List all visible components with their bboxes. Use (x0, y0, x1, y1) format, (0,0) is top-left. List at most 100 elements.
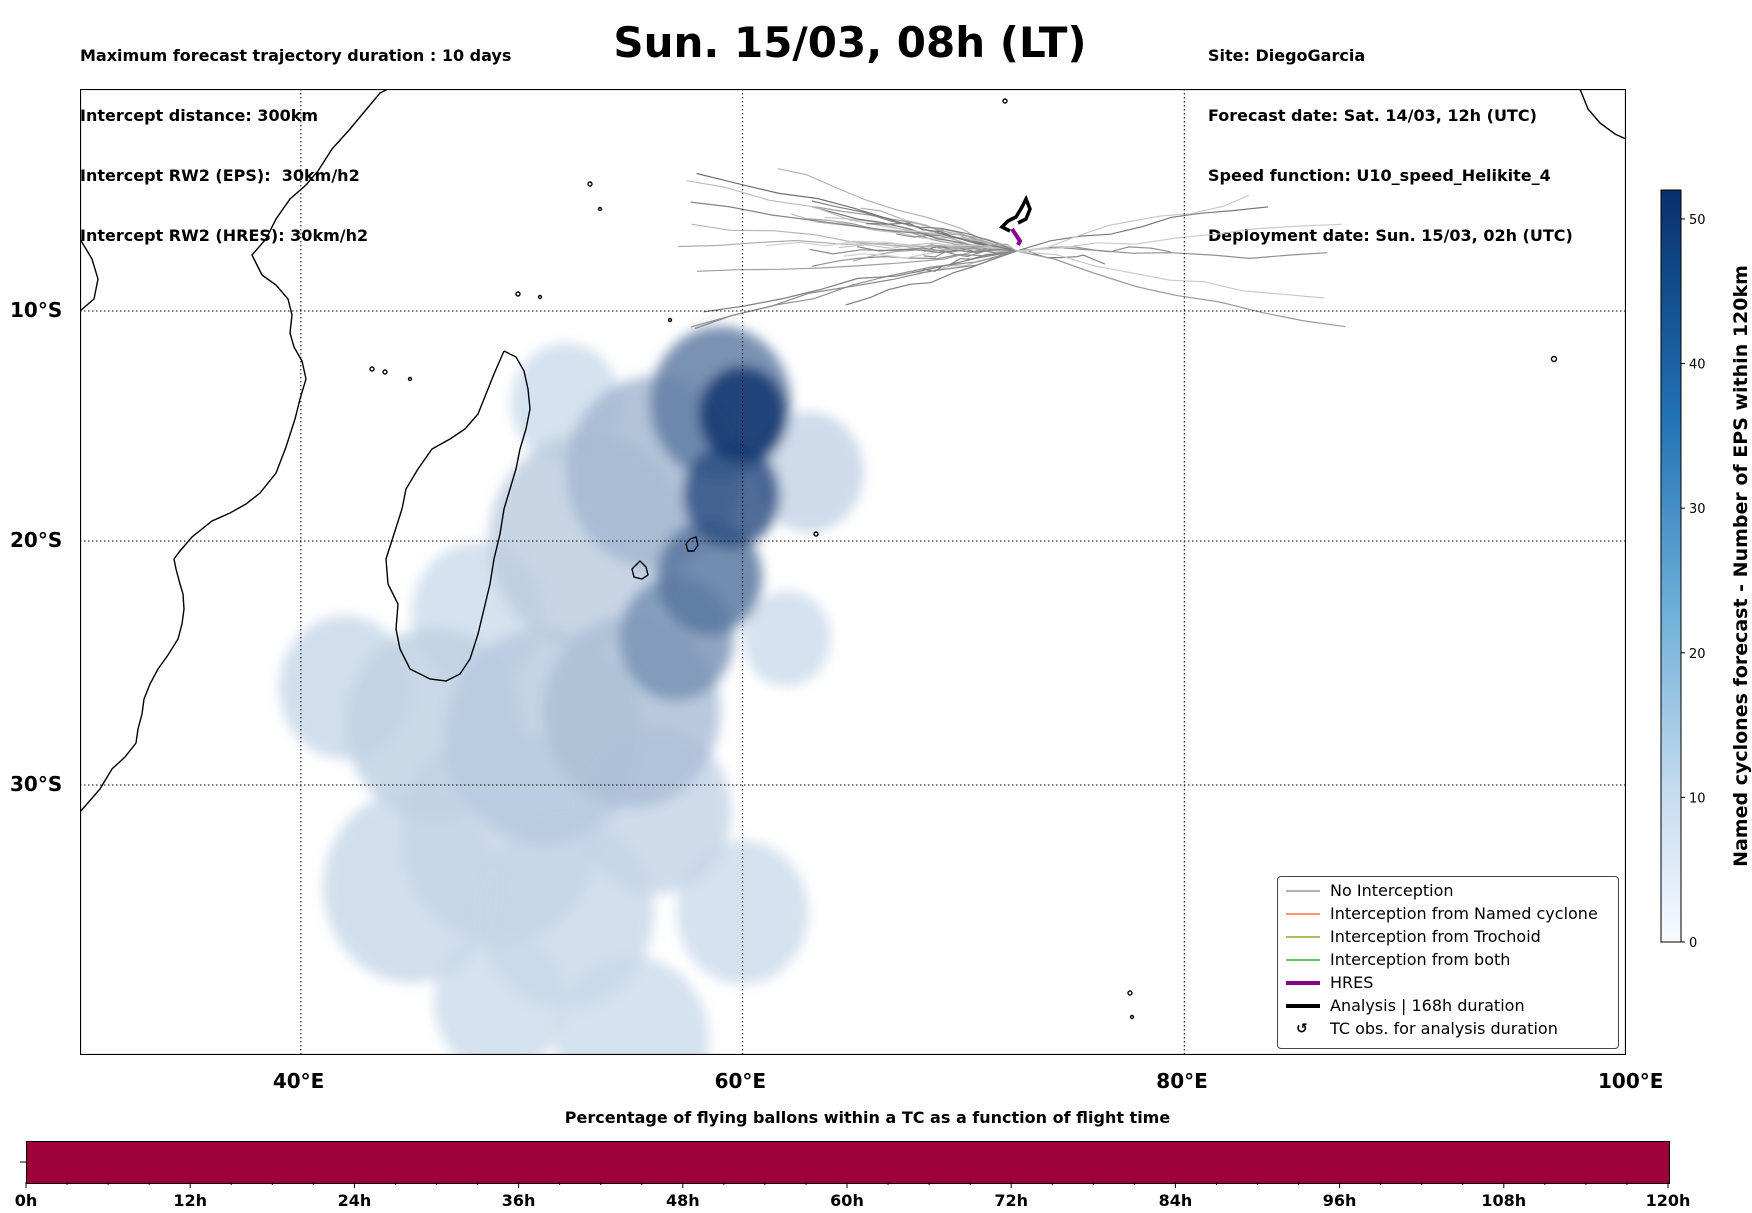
info-intercept-distance: Intercept distance: 300km (80, 106, 319, 125)
eps-trajectory (1016, 250, 1325, 299)
header-right-info: Site: DiegoGarcia Forecast date: Sat. 14… (1208, 6, 1573, 266)
timebar-axis: 0h 12h 24h 36h 48h 60h 72h 84h 96h 108h 120h (15, 1161, 1690, 1210)
timebar-ticks: 0h 12h 24h 36h 48h 60h 72h 84h 96h 108h 120h (15, 1182, 1690, 1210)
lon-label-100e: 100°E (1598, 1069, 1664, 1093)
legend-label: HRES (1330, 973, 1374, 992)
legend-both: Interception from both (1278, 949, 1618, 971)
colorbar-ticks: 0 10 20 30 40 50 (1681, 213, 1706, 948)
legend-named-cyclone: Interception from Named cyclone (1278, 903, 1618, 925)
island-amsterdam (1127, 990, 1133, 996)
density-blob (676, 840, 809, 985)
eps-trajectory (694, 250, 1017, 330)
timebar (26, 1141, 1670, 1184)
map-panel[interactable] (80, 89, 1626, 1055)
island-cocos (1550, 355, 1558, 363)
analysis-trajectory (999, 194, 1032, 233)
timebar-tick-label: 12h (173, 1191, 207, 1210)
timebar-tick-label: 108h (1481, 1191, 1526, 1210)
info-deployment-date: Deployment date: Sun. 15/03, 02h (UTC) (1208, 226, 1573, 245)
map-legend: No Interception Interception from Named … (1277, 876, 1619, 1049)
timebar-tick-label: 0h (15, 1191, 38, 1210)
eps-trajectory (686, 180, 1017, 252)
colorbar-gradient (1660, 189, 1682, 943)
legend-hres: HRES (1278, 972, 1618, 994)
colorbar-tick-label: 30 (1689, 502, 1706, 517)
density-blob (656, 520, 763, 636)
legend-label: TC obs. for analysis duration (1330, 1019, 1558, 1038)
island-comoros-3 (407, 376, 413, 382)
eps-trajectories (677, 168, 1346, 330)
tc-obs-icon: ↺ (1296, 1021, 1308, 1037)
island-agalega (667, 317, 673, 323)
density-blob (753, 412, 864, 532)
legend-swatch-hres (1286, 981, 1320, 985)
island-rodrigues (813, 531, 819, 537)
lon-label-80e: 80°E (1156, 1069, 1208, 1093)
timebar-tick-label: 72h (994, 1191, 1028, 1210)
lon-label-40e: 40°E (272, 1069, 325, 1093)
map-gridlines (80, 89, 1626, 1055)
colorbar-label: Named cyclones forecast - Number of EPS … (1730, 265, 1752, 867)
legend-label: Interception from Named cyclone (1330, 904, 1598, 923)
eps-trajectory (1016, 194, 1250, 252)
eps-trajectory (931, 243, 1017, 252)
island-st-paul (1129, 1014, 1135, 1020)
legend-label: Interception from both (1330, 950, 1511, 969)
island-mauritius (685, 536, 699, 552)
eps-trajectory (1016, 247, 1328, 260)
hres-trajectory (1010, 227, 1023, 246)
socotra-horn (80, 238, 99, 312)
legend-swatch-trochoid (1286, 936, 1320, 938)
timebar-tick-label: 24h (338, 1191, 372, 1210)
legend-tc-obs: ↺ TC obs. for analysis duration (1278, 1018, 1618, 1040)
legend-label: No Interception (1330, 881, 1454, 900)
legend-label: Interception from Trochoid (1330, 927, 1541, 946)
colorbar-tick-label: 0 (1689, 936, 1697, 948)
eps-trajectory (703, 250, 1017, 313)
info-intercept-rw2-hres: Intercept RW2 (HRES): 30km/h2 (80, 226, 369, 245)
map-canvas[interactable] (80, 89, 1626, 1055)
colorbar-tick-label: 40 (1689, 358, 1706, 373)
map-frame (80, 89, 1626, 1055)
hres-and-analysis (999, 194, 1032, 246)
density-colorbar: 0 10 20 30 40 50 (1660, 189, 1706, 948)
eps-trajectory (853, 244, 1017, 262)
legend-no-interception: No Interception (1278, 880, 1618, 902)
timebar-tick-label: 60h (830, 1191, 864, 1210)
eps-trajectory (1016, 206, 1269, 252)
eps-trajectory (696, 249, 1017, 272)
map-title: Sun. 15/03, 08h (LT) (613, 18, 1087, 67)
legend-label: Analysis | 168h duration (1330, 996, 1525, 1015)
colorbar-tick-label: 20 (1689, 647, 1706, 662)
sumatra-tip (1579, 89, 1626, 140)
legend-analysis: Analysis | 168h duration (1278, 995, 1618, 1017)
island-reunion (631, 560, 649, 580)
info-speed-function: Speed function: U10_speed_Helikite_4 (1208, 166, 1551, 185)
eps-trajectory (1016, 223, 1342, 252)
lat-label-10s: 10°S (10, 298, 63, 322)
timebar-tick-label: 84h (1159, 1191, 1193, 1210)
lat-label-20s: 20°S (10, 528, 63, 552)
colorbar-label-wrap: Named cyclones forecast - Number of EPS … (1729, 190, 1752, 942)
cyclone-density-layer (279, 326, 864, 1055)
legend-swatch-both (1286, 959, 1320, 961)
island-seychelles-1 (587, 181, 593, 187)
timebar-title: Percentage of flying ballons within a TC… (564, 1108, 1171, 1127)
island-comoros-2 (382, 369, 388, 375)
madagascar-coastline (385, 350, 531, 682)
island-seychelles-3 (515, 291, 521, 297)
eps-trajectory (809, 247, 1017, 255)
legend-trochoid: Interception from Trochoid (1278, 926, 1618, 948)
island-chagos (1002, 98, 1008, 104)
island-seychelles-4 (537, 294, 543, 300)
timebar-tick-label: 36h (502, 1191, 536, 1210)
legend-swatch-analysis (1286, 1004, 1320, 1008)
density-blob (683, 442, 780, 548)
timebar-tick-label: 48h (666, 1191, 700, 1210)
eps-trajectory (1016, 250, 1346, 328)
eps-trajectory (690, 250, 1017, 328)
header-left-info: Maximum forecast trajectory duration : 1… (80, 6, 511, 266)
density-blob (742, 590, 831, 687)
eps-trajectory (811, 250, 1017, 267)
info-max-duration: Maximum forecast trajectory duration : 1… (80, 46, 512, 65)
